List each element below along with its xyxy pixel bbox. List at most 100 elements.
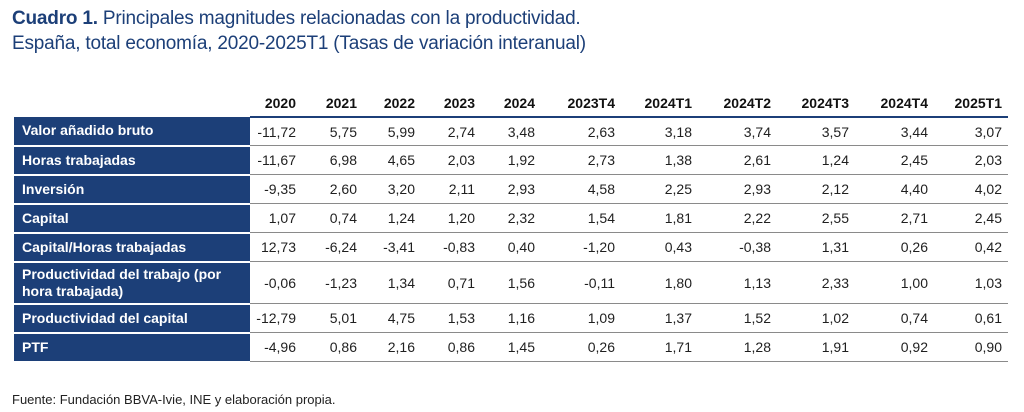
table-row: PTF -4,96 0,86 2,16 0,86 1,45 0,26 1,71 … (14, 332, 1008, 363)
table-cell: 2,03 (934, 145, 1008, 175)
table-cell: 1,24 (777, 145, 855, 175)
column-header: 2023T4 (541, 90, 621, 118)
table-cell: 2,11 (421, 174, 481, 204)
table-cell: 2,60 (302, 174, 363, 204)
column-header: 2025T1 (934, 90, 1008, 118)
table-cell: 1,07 (250, 203, 302, 233)
table-cell: -4,96 (250, 332, 302, 362)
table-cell: -11,72 (250, 117, 302, 146)
row-label: Productividad del capital (14, 303, 250, 334)
table-cell: 3,18 (621, 117, 698, 146)
table-cell: 2,61 (698, 145, 777, 175)
table-row: Capital 1,07 0,74 1,24 1,20 2,32 1,54 1,… (14, 203, 1008, 234)
table-cell: 2,45 (934, 203, 1008, 233)
column-header: 2020 (250, 90, 302, 118)
table-cell: 0,86 (421, 332, 481, 362)
table-cell: -1,23 (302, 261, 363, 304)
table-cell: 2,33 (777, 261, 855, 304)
column-header: 2024T2 (698, 90, 777, 118)
table-cell: 3,20 (363, 174, 421, 204)
table-cell: 1,71 (621, 332, 698, 362)
table-title: Cuadro 1. Principales magnitudes relacio… (12, 6, 586, 56)
table-cell: 0,74 (302, 203, 363, 233)
row-label: Capital/Horas trabajadas (14, 232, 250, 263)
table-cell: 3,44 (855, 117, 934, 146)
title-line-2: España, total economía, 2020-2025T1 (Tas… (12, 33, 586, 54)
table-cell: 1,92 (481, 145, 541, 175)
table-cell: 0,42 (934, 232, 1008, 262)
row-label: Inversión (14, 174, 250, 205)
column-header: 2021 (302, 90, 363, 118)
table-cell: 1,81 (621, 203, 698, 233)
row-label: Horas trabajadas (14, 145, 250, 176)
table-cell: 0,90 (934, 332, 1008, 362)
table-cell: 1,38 (621, 145, 698, 175)
table-row: Valor añadido bruto -11,72 5,75 5,99 2,7… (14, 117, 1008, 147)
table-cell: 3,74 (698, 117, 777, 146)
title-number: Cuadro 1. (12, 8, 98, 29)
table-cell: -3,41 (363, 232, 421, 262)
column-header: 2024T4 (855, 90, 934, 118)
table-cell: 0,86 (302, 332, 363, 362)
table-cell: 2,12 (777, 174, 855, 204)
table-cell: 4,58 (541, 174, 621, 204)
table-cell: 5,01 (302, 303, 363, 333)
table-cell: 2,63 (541, 117, 621, 146)
table-cell: 3,07 (934, 117, 1008, 146)
row-label: Capital (14, 203, 250, 234)
table-cell: 4,40 (855, 174, 934, 204)
table-cell: 1,34 (363, 261, 421, 304)
header-corner (14, 90, 250, 117)
column-header: 2024 (481, 90, 541, 118)
table-cell: 3,48 (481, 117, 541, 146)
table-cell: 1,16 (481, 303, 541, 333)
column-header: 2024T3 (777, 90, 855, 118)
table-cell: 1,80 (621, 261, 698, 304)
table-row: Horas trabajadas -11,67 6,98 4,65 2,03 1… (14, 145, 1008, 176)
table-row: Productividad del trabajo (por hora trab… (14, 261, 1008, 305)
table-cell: 5,99 (363, 117, 421, 146)
header-row: 2020 2021 2022 2023 2024 2023T4 2024T1 2… (14, 90, 1008, 118)
table-cell: 1,02 (777, 303, 855, 333)
table-cell: 0,71 (421, 261, 481, 304)
table-row: Productividad del capital -12,79 5,01 4,… (14, 303, 1008, 334)
row-label: Valor añadido bruto (14, 117, 250, 147)
table-cell: 12,73 (250, 232, 302, 262)
table-cell: -0,38 (698, 232, 777, 262)
column-header: 2024T1 (621, 90, 698, 118)
table-cell: 1,13 (698, 261, 777, 304)
table-cell: 1,28 (698, 332, 777, 362)
table-cell: -0,11 (541, 261, 621, 304)
row-label: Productividad del trabajo (por hora trab… (14, 261, 250, 305)
table-cell: 1,09 (541, 303, 621, 333)
table-cell: 6,98 (302, 145, 363, 175)
table-cell: 2,03 (421, 145, 481, 175)
table-cell: 2,71 (855, 203, 934, 233)
table-cell: 4,75 (363, 303, 421, 333)
column-header: 2022 (363, 90, 421, 118)
table-cell: 1,24 (363, 203, 421, 233)
table-cell: 0,92 (855, 332, 934, 362)
table-cell: -0,06 (250, 261, 302, 304)
table-cell: 3,57 (777, 117, 855, 146)
table-cell: 1,53 (421, 303, 481, 333)
table-cell: 0,74 (855, 303, 934, 333)
table-row: Capital/Horas trabajadas 12,73 -6,24 -3,… (14, 232, 1008, 263)
table-cell: 2,22 (698, 203, 777, 233)
table-cell: 2,93 (481, 174, 541, 204)
column-header: 2023 (421, 90, 481, 118)
table-cell: -1,20 (541, 232, 621, 262)
table-cell: 2,32 (481, 203, 541, 233)
table-cell: 1,03 (934, 261, 1008, 304)
table-cell: 2,74 (421, 117, 481, 146)
table-cell: 4,65 (363, 145, 421, 175)
table-cell: 1,91 (777, 332, 855, 362)
table-row: Inversión -9,35 2,60 3,20 2,11 2,93 4,58… (14, 174, 1008, 205)
table-cell: 1,45 (481, 332, 541, 362)
table-cell: 0,61 (934, 303, 1008, 333)
table-cell: 2,73 (541, 145, 621, 175)
table-cell: 0,43 (621, 232, 698, 262)
table-cell: 1,54 (541, 203, 621, 233)
table-cell: -9,35 (250, 174, 302, 204)
table-cell: 2,25 (621, 174, 698, 204)
